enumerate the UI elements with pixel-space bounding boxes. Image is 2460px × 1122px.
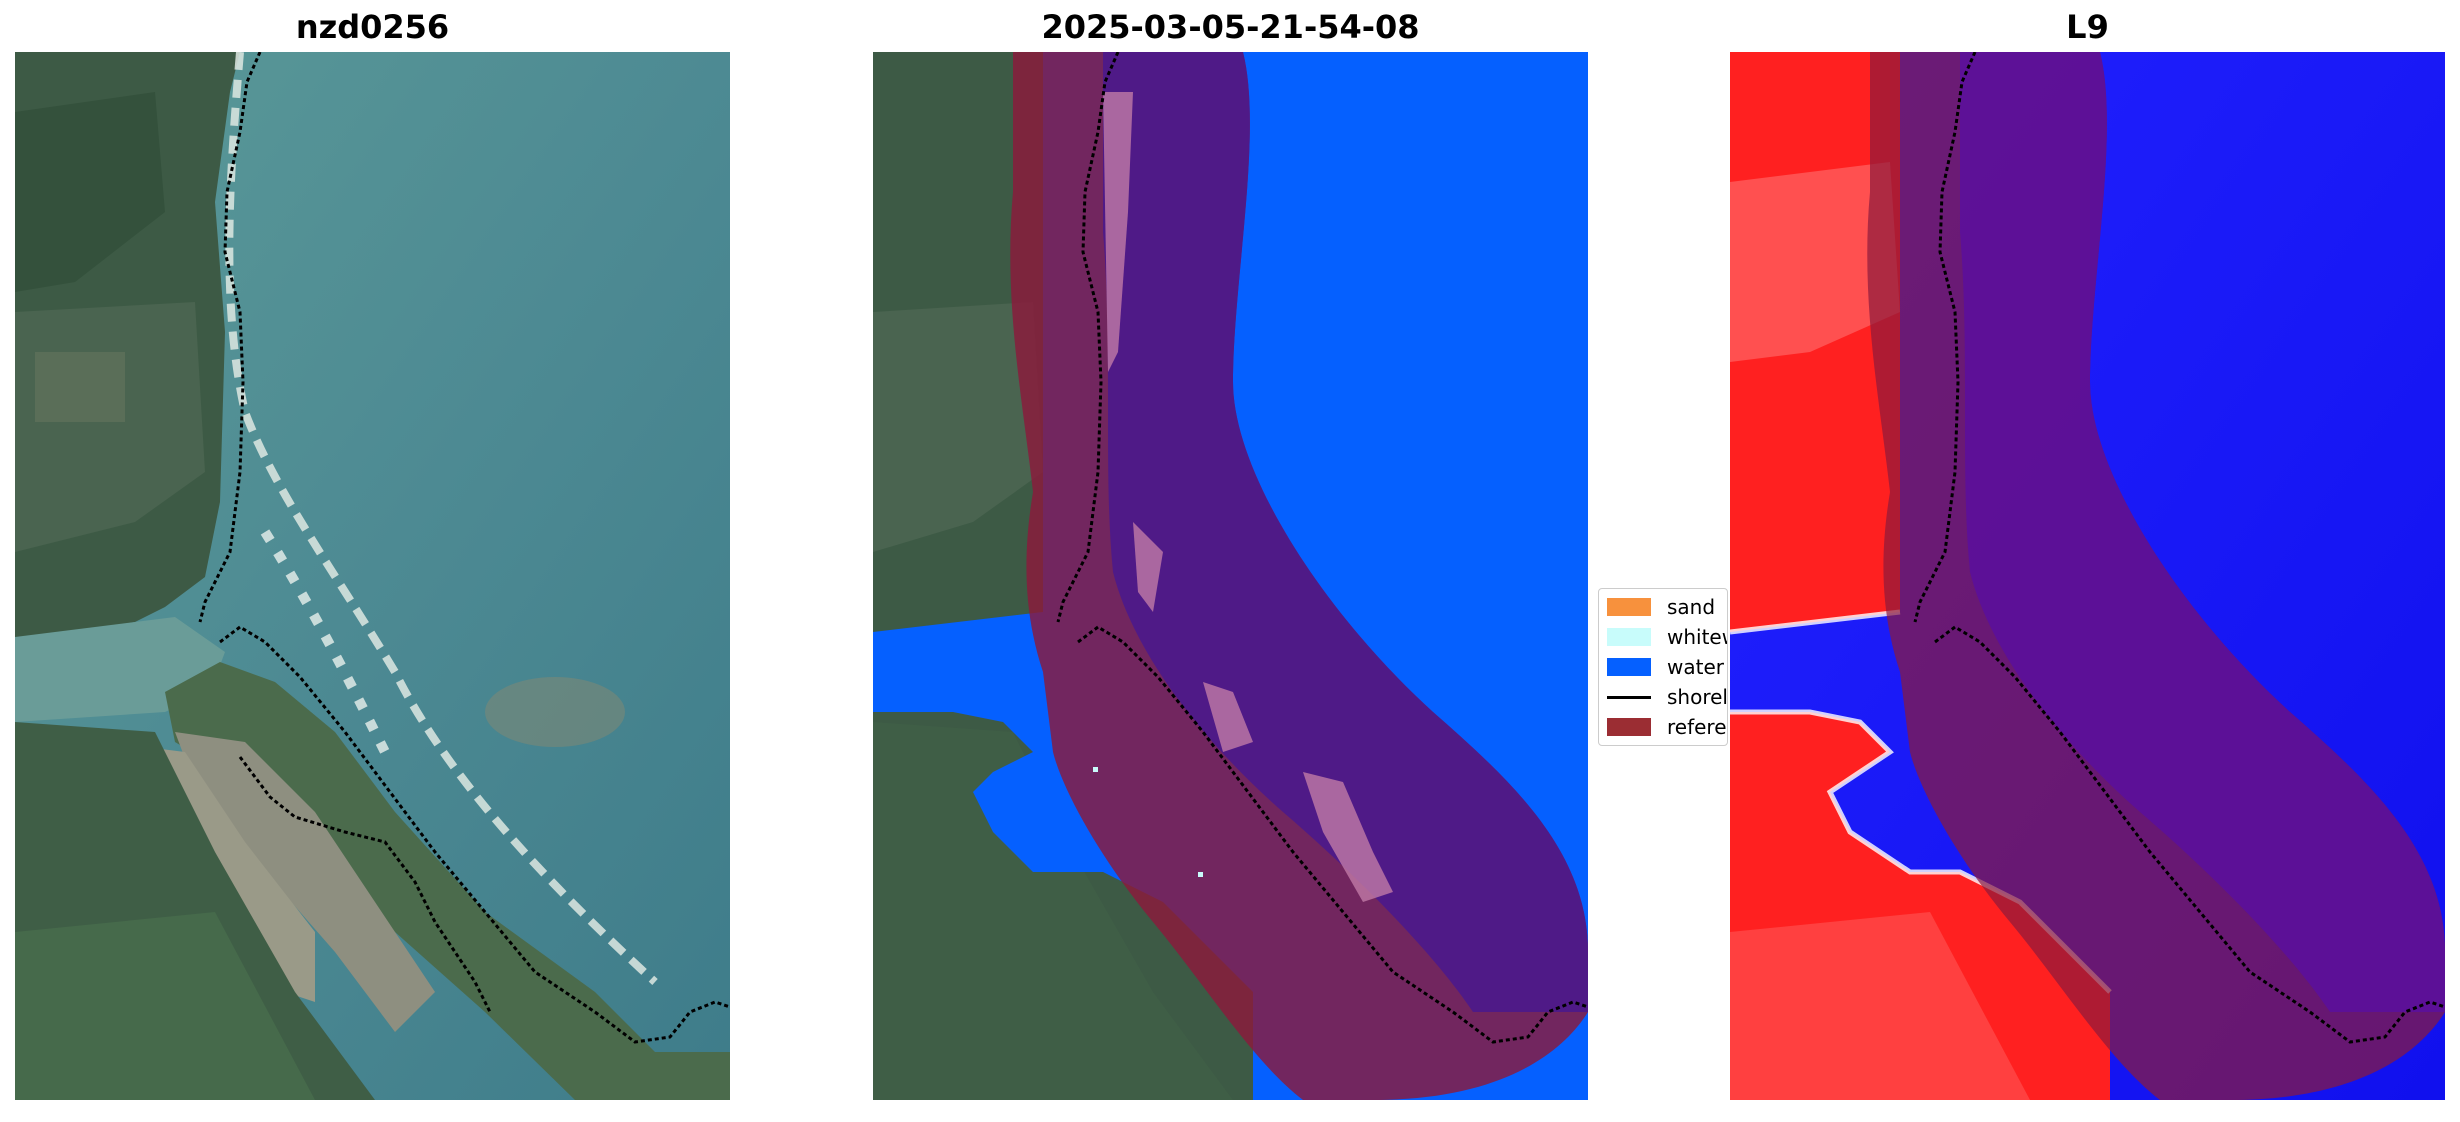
legend-label: referen: [1667, 715, 1727, 739]
legend-label: water: [1667, 655, 1724, 679]
legend-swatch-reference: [1607, 718, 1651, 736]
right-panel-title: L9: [2066, 8, 2109, 46]
legend-swatch-shoreline: [1607, 695, 1651, 699]
legend-item-reference: referen: [1607, 713, 1727, 741]
legend-item-sand: sand: [1607, 593, 1715, 621]
legend-item-shoreline: shorel: [1607, 683, 1728, 711]
classification-panel: [873, 52, 1588, 1100]
legend-label: shorel: [1667, 685, 1728, 709]
left-panel-title: nzd0256: [295, 8, 450, 46]
middle-panel-title: 2025-03-05-21-54-08: [1041, 8, 1420, 46]
index-panel: [1730, 52, 2445, 1100]
index-map: [1730, 52, 2445, 1100]
rgb-satellite-image: [15, 52, 730, 1100]
rgb-satellite-panel: [15, 52, 730, 1100]
legend-swatch-water: [1607, 658, 1651, 676]
classification-map: [873, 52, 1588, 1100]
legend-label: sand: [1667, 595, 1716, 619]
legend-item-water: water: [1607, 653, 1724, 681]
legend-swatch-whitewater: [1607, 628, 1651, 646]
legend-swatch-sand: [1607, 598, 1651, 616]
